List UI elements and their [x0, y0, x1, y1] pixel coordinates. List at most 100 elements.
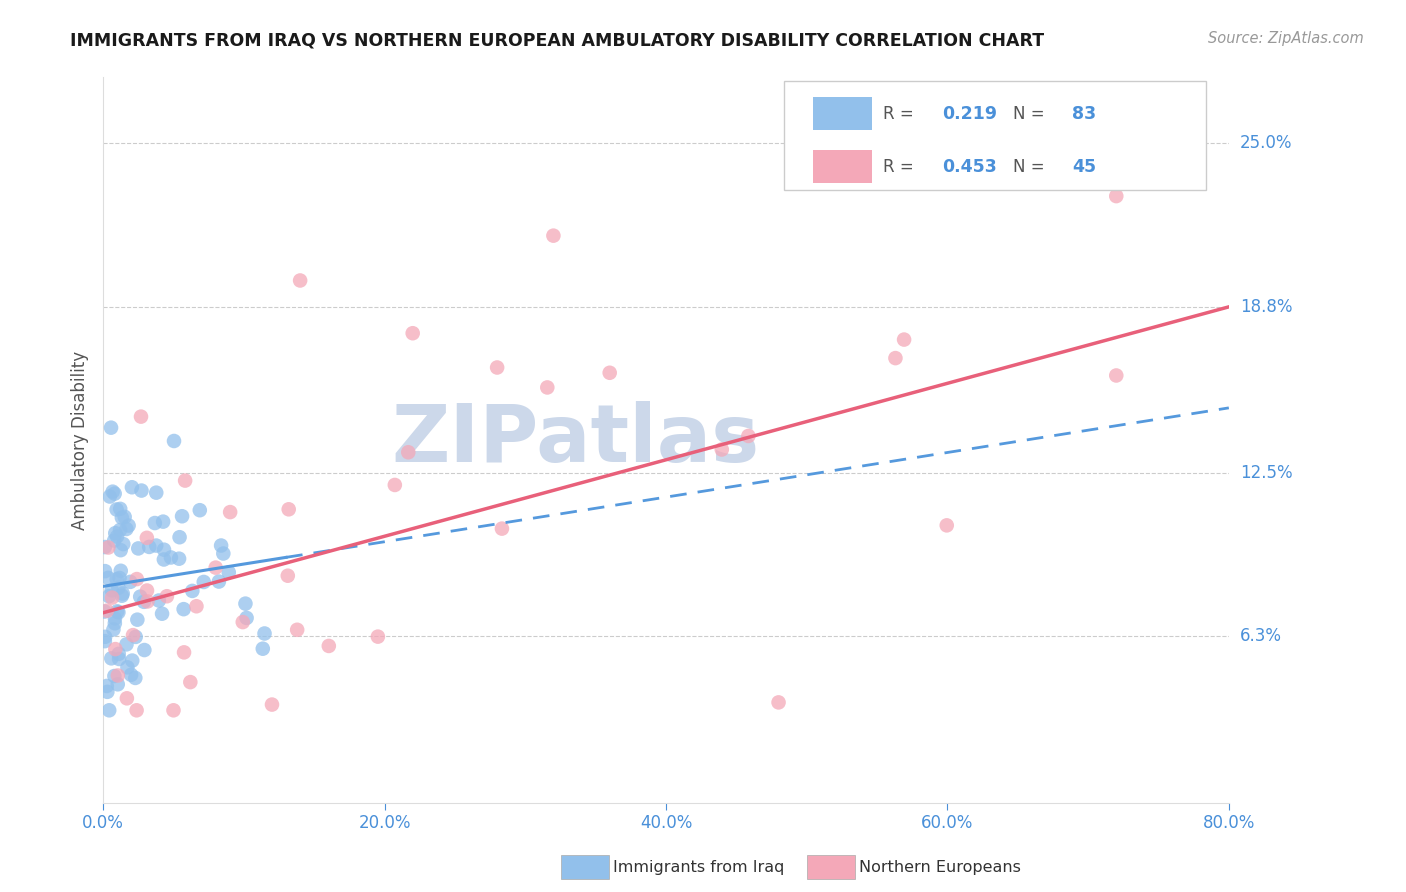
Point: [318, 639, 340, 653]
Point: [100, 651, 122, 665]
Point: [93, 605, 115, 619]
Point: [152, 515, 174, 529]
Point: [94, 630, 117, 644]
Point: [209, 539, 232, 553]
Text: Immigrants from Iraq: Immigrants from Iraq: [613, 860, 785, 874]
Point: [125, 572, 148, 586]
Point: [121, 480, 143, 494]
Point: [103, 669, 125, 683]
Point: [105, 530, 128, 544]
Point: [127, 613, 149, 627]
Point: [131, 483, 153, 498]
Point: [173, 645, 195, 659]
Point: [108, 652, 131, 666]
Point: [134, 643, 156, 657]
Point: [103, 623, 125, 637]
Point: [599, 366, 621, 380]
Point: [107, 605, 129, 619]
Point: [114, 509, 136, 524]
Point: [156, 589, 179, 603]
Text: 18.8%: 18.8%: [1240, 298, 1292, 316]
Point: [111, 589, 134, 603]
Point: [120, 574, 142, 589]
Point: [98, 703, 121, 717]
Point: [143, 516, 166, 530]
Point: [125, 630, 148, 644]
Point: [253, 626, 276, 640]
Point: [98, 490, 121, 504]
Point: [115, 522, 138, 536]
Point: [893, 333, 915, 347]
Point: [120, 668, 142, 682]
Text: 45: 45: [1073, 158, 1097, 176]
Point: [204, 560, 226, 574]
Point: [117, 518, 139, 533]
Text: N =: N =: [1012, 158, 1050, 176]
Point: [148, 593, 170, 607]
Point: [145, 539, 167, 553]
Point: [186, 599, 208, 614]
Point: [179, 675, 201, 690]
Text: Northern Europeans: Northern Europeans: [859, 860, 1021, 874]
Point: [97, 589, 120, 603]
Point: [169, 530, 191, 544]
Point: [107, 668, 129, 682]
Point: [110, 501, 132, 516]
Point: [96, 604, 118, 618]
Point: [115, 637, 138, 651]
Point: [710, 442, 733, 457]
Point: [138, 540, 160, 554]
Point: [1105, 189, 1128, 203]
Point: [124, 671, 146, 685]
Point: [96, 679, 118, 693]
Point: [218, 566, 240, 580]
Point: [101, 591, 124, 605]
Point: [107, 677, 129, 691]
Point: [162, 703, 184, 717]
Point: [935, 518, 957, 533]
Point: [107, 647, 129, 661]
Point: [136, 594, 159, 608]
Point: [235, 597, 257, 611]
Point: [188, 503, 211, 517]
Point: [491, 522, 513, 536]
Point: [212, 547, 235, 561]
Text: 0.453: 0.453: [942, 158, 997, 176]
Point: [235, 611, 257, 625]
Point: [94, 540, 117, 554]
Text: N =: N =: [1012, 104, 1050, 123]
Point: [108, 523, 131, 537]
Text: IMMIGRANTS FROM IRAQ VS NORTHERN EUROPEAN AMBULATORY DISABILITY CORRELATION CHAR: IMMIGRANTS FROM IRAQ VS NORTHERN EUROPEA…: [70, 31, 1045, 49]
Point: [94, 634, 117, 648]
Point: [153, 552, 176, 566]
Text: 6.3%: 6.3%: [1240, 627, 1282, 646]
Point: [768, 695, 790, 709]
Point: [103, 533, 125, 548]
Point: [111, 586, 134, 600]
Point: [277, 568, 299, 582]
Point: [285, 623, 308, 637]
Point: [367, 630, 389, 644]
Point: [129, 409, 152, 424]
Point: [252, 641, 274, 656]
Point: [105, 572, 128, 586]
Point: [115, 691, 138, 706]
Point: [219, 505, 242, 519]
Point: [193, 574, 215, 589]
Text: R =: R =: [883, 158, 920, 176]
FancyBboxPatch shape: [814, 97, 872, 130]
Text: Source: ZipAtlas.com: Source: ZipAtlas.com: [1208, 31, 1364, 46]
Point: [132, 595, 155, 609]
Text: 0.219: 0.219: [942, 104, 997, 123]
Point: [384, 478, 406, 492]
Point: [104, 526, 127, 541]
Text: 83: 83: [1073, 104, 1097, 123]
Point: [160, 550, 183, 565]
Point: [125, 703, 148, 717]
Point: [402, 326, 425, 341]
Point: [108, 571, 131, 585]
FancyBboxPatch shape: [785, 81, 1206, 190]
Point: [486, 360, 509, 375]
Point: [153, 542, 176, 557]
Text: 25.0%: 25.0%: [1240, 135, 1292, 153]
